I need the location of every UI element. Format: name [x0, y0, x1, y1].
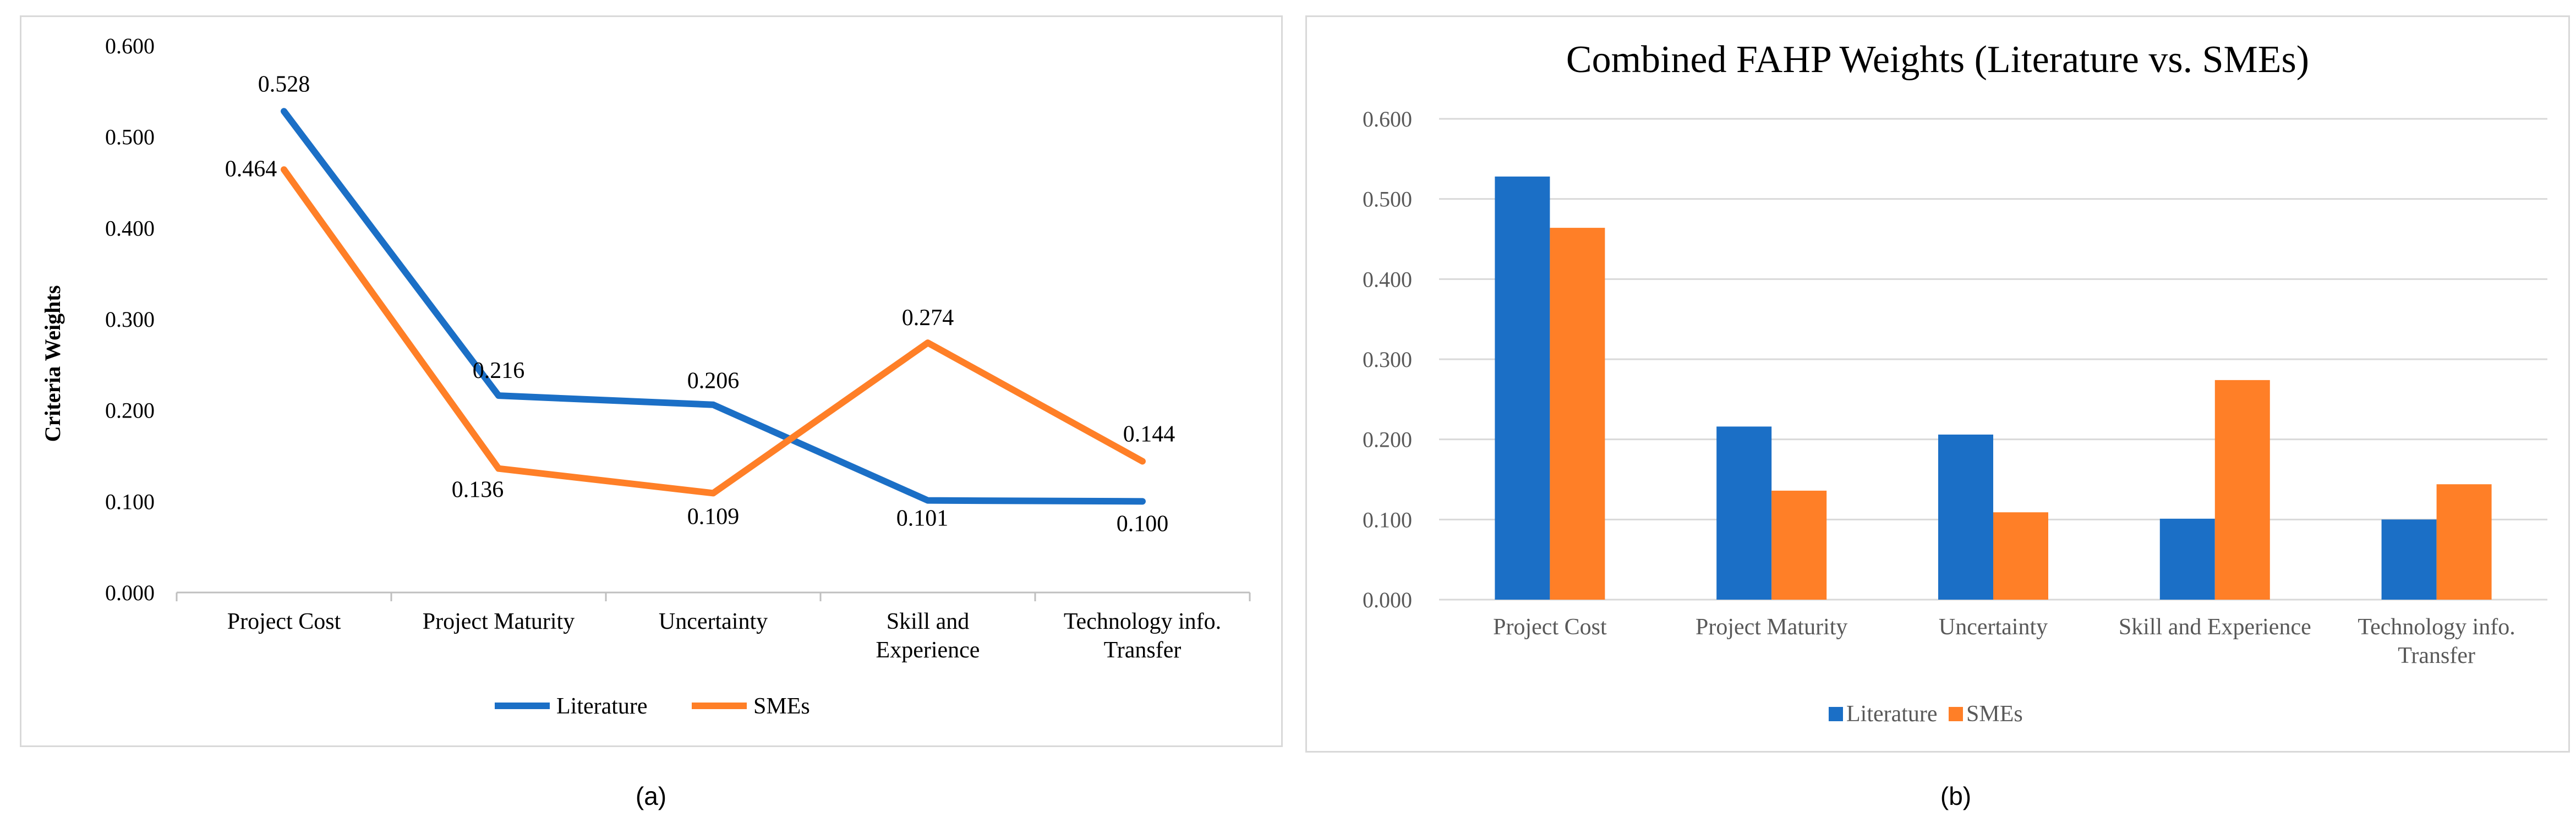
series-line-smes: [281, 166, 1146, 497]
series-line-literature: [281, 108, 1146, 505]
data-label-literature: 0.206: [687, 369, 740, 394]
bar-literature: [1938, 434, 1993, 600]
y-tick-label: 0.400: [105, 216, 155, 240]
x-category-label: Uncertainty: [1939, 614, 2048, 640]
bar-chart-panel: Combined FAHP Weights (Literature vs. SM…: [1305, 15, 2570, 753]
bar-chart: Combined FAHP Weights (Literature vs. SM…: [1363, 39, 2547, 727]
caption-b: (b): [1940, 782, 1972, 810]
data-label-smes: 0.274: [902, 305, 954, 331]
chart-title: Combined FAHP Weights (Literature vs. SM…: [1566, 39, 2309, 81]
y-tick-label: 0.100: [105, 489, 155, 514]
data-label-literature: 0.528: [258, 72, 310, 97]
y-tick-label: 0.500: [1363, 187, 1412, 212]
legend-label-literature: Literature: [1846, 701, 1938, 727]
legend-swatch-literature: [1829, 707, 1843, 721]
x-category-label: Project Maturity: [1696, 614, 1847, 640]
legend-label-literature: Literature: [556, 694, 648, 719]
legend-swatch-smes: [1949, 707, 1963, 721]
bar-literature: [2159, 518, 2215, 600]
x-category-label: Uncertainty: [659, 609, 768, 634]
bar-literature: [1495, 176, 1550, 600]
data-label-smes: 0.136: [452, 478, 504, 503]
x-category-label: Technology info. Transfer: [1064, 609, 1221, 663]
line-chart: 0.000 0.100 0.200 0.300 0.400 0.500 0.600 Proj…: [40, 34, 1251, 719]
caption-a: (a): [635, 782, 667, 810]
y-tick-label: 0.400: [1363, 267, 1412, 292]
data-label-smes: 0.109: [687, 504, 740, 529]
bar-smes: [2436, 484, 2492, 600]
x-category-label: Project Cost: [227, 609, 341, 634]
y-tick-label: 0.600: [1363, 107, 1412, 131]
legend-label-smes: SMEs: [1966, 701, 2023, 727]
bar-smes: [1993, 512, 2048, 600]
legend: Literature SMEs: [1829, 701, 2023, 727]
data-label-smes: 0.464: [225, 156, 277, 182]
data-label-literature: 0.100: [1117, 511, 1169, 536]
y-tick-label: 0.000: [1363, 588, 1412, 612]
data-label-literature: 0.216: [473, 358, 525, 383]
x-category-label: Skill and Experience: [876, 609, 980, 663]
bar-smes: [1771, 490, 1827, 600]
y-tick-label: 0.500: [105, 125, 155, 150]
bar-literature: [1716, 426, 1772, 600]
x-category-label: Project Maturity: [423, 609, 575, 634]
bar-smes: [1550, 228, 1605, 600]
y-tick-label: 0.300: [1363, 347, 1412, 372]
line-chart-panel: 0.000 0.100 0.200 0.300 0.400 0.500 0.600 Proj…: [20, 15, 1283, 747]
data-label-literature: 0.101: [896, 506, 949, 531]
bar-smes: [2214, 380, 2270, 600]
y-tick-label: 0.200: [1363, 427, 1412, 452]
y-tick-label: 0.600: [105, 34, 155, 58]
y-tick-label: 0.300: [105, 307, 155, 332]
y-tick-label: 0.000: [105, 580, 155, 605]
x-category-label: Skill and Experience: [2119, 614, 2311, 640]
legend-label-smes: SMEs: [753, 694, 810, 719]
legend: Literature SMEs: [495, 694, 810, 719]
y-tick-label: 0.100: [1363, 507, 1412, 532]
y-tick-label: 0.200: [105, 398, 155, 423]
x-category-label: Project Cost: [1493, 614, 1607, 640]
x-category-label: Technology info. Transfer: [2358, 614, 2515, 668]
y-axis-title: Criteria Weights: [40, 286, 65, 442]
bar-literature: [2381, 519, 2437, 600]
data-label-smes: 0.144: [1123, 421, 1175, 447]
